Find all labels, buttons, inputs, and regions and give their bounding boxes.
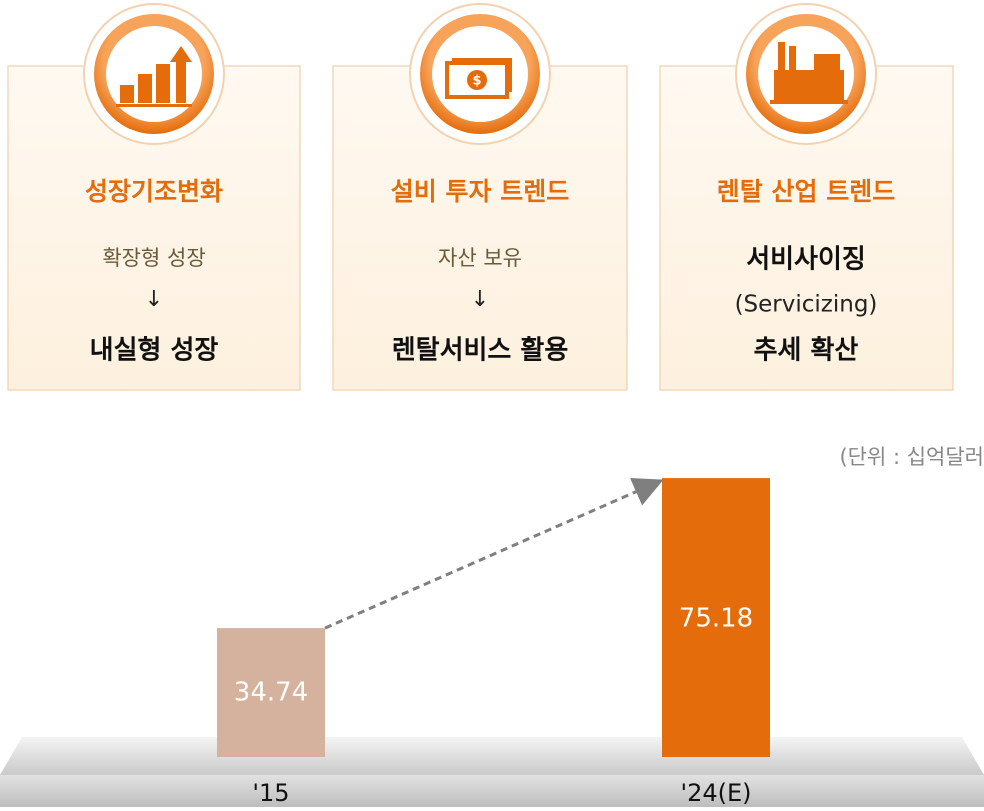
card-line: 추세 확산 — [754, 336, 859, 366]
value-label: 34.74 — [234, 678, 308, 708]
unit-note: (단위 : 십억달러 — [839, 445, 984, 469]
cards: $ 성장기조변화 확장형 성장 ↓ 내실형 성장 설비 투자 트렌드 자산 보유… — [7, 3, 954, 391]
card-arrow: ↓ — [145, 287, 163, 312]
card-line: (Servicizing) — [735, 292, 878, 318]
bar — [217, 628, 325, 757]
card-line: 자산 보유 — [438, 246, 522, 270]
card-line: 렌탈서비스 활용 — [392, 336, 569, 366]
card-title: 성장기조변화 — [85, 177, 223, 206]
floor — [0, 737, 984, 807]
icon-money: $ — [409, 3, 551, 145]
card-line: 내실형 성장 — [90, 336, 219, 366]
card-arrow: ↓ — [471, 287, 489, 312]
svg-text:$: $ — [472, 74, 481, 89]
card-title: 설비 투자 트렌드 — [391, 177, 569, 206]
x-tick-label: '24(E) — [680, 779, 751, 807]
trend-arrow — [324, 477, 664, 630]
x-tick-label: '15 — [252, 779, 289, 807]
card-title: 렌탈 산업 트렌드 — [717, 177, 895, 206]
card-line: 확장형 성장 — [102, 246, 205, 270]
icon-growth — [83, 3, 225, 145]
card-line: 서비사이징 — [746, 245, 866, 275]
bar — [662, 478, 770, 757]
value-label: 75.18 — [679, 604, 753, 634]
icon-factory — [735, 3, 877, 145]
